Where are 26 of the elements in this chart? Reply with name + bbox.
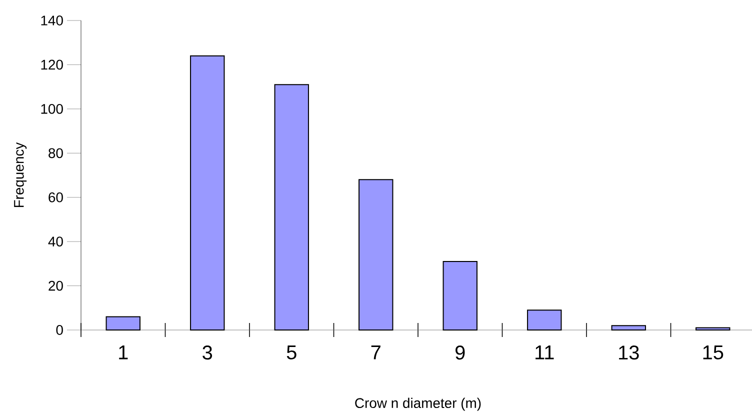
bar [611, 325, 646, 330]
y-tick-label: 100 [41, 104, 63, 114]
x-tick-label: 13 [619, 346, 639, 360]
x-tick-label: 9 [456, 346, 465, 360]
bar [696, 327, 730, 330]
y-tick-label: 60 [48, 192, 63, 202]
x-tick-label: 5 [286, 346, 296, 360]
y-tick-label: 40 [48, 236, 63, 247]
bar [358, 179, 394, 330]
x-tick-label: 11 [536, 346, 554, 360]
x-tick-label: 3 [202, 346, 212, 360]
y-axis-title: Frequency [14, 142, 27, 208]
y-tick-label: 80 [48, 148, 63, 158]
bar [106, 316, 140, 330]
x-tick-label: 7 [371, 346, 380, 360]
y-tick-label: 140 [41, 16, 63, 26]
x-axis-title: Crow n diameter (m) [355, 398, 481, 411]
x-tick-label: 15 [703, 346, 724, 360]
y-tick-label: 0 [56, 325, 63, 335]
bar [527, 310, 562, 330]
bar [274, 84, 309, 330]
x-tick-label: 1 [119, 346, 128, 360]
bar [190, 55, 225, 330]
y-tick-label: 20 [48, 280, 63, 291]
bar [442, 260, 478, 330]
y-tick-label: 120 [41, 60, 63, 70]
